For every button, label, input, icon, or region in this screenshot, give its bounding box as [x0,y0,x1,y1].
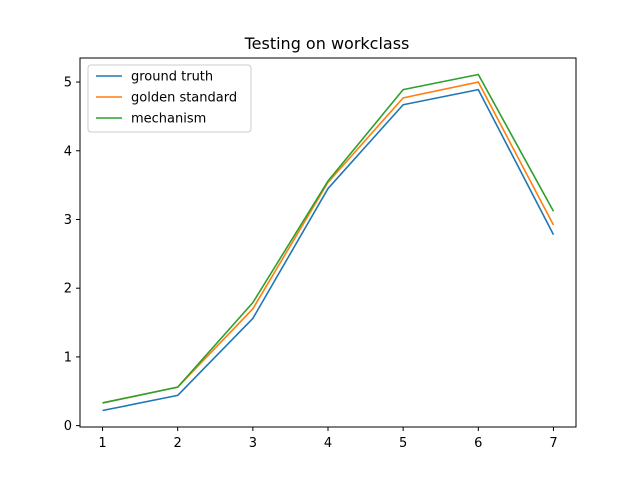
legend: ground truth golden standard mechanism [87,64,252,133]
x-tick-label: 4 [324,436,332,451]
x-axis: 1 2 3 4 5 6 7 [98,427,558,451]
y-tick-label: 4 [64,144,72,159]
series-line-mechanism [102,73,555,404]
x-tick-label: 3 [249,436,257,451]
y-tick-label: 5 [64,76,72,91]
legend-label-ground-truth: ground truth [131,70,213,85]
x-tick-label: 2 [174,436,182,451]
y-tick-label: 1 [64,350,72,365]
x-tick-label: 1 [98,436,106,451]
y-tick-label: 2 [64,282,72,297]
y-tick-label: 0 [64,419,72,434]
x-tick-label: 6 [474,436,482,451]
chart-title: Testing on workclass [244,34,410,53]
x-tick-label: 7 [549,436,557,451]
x-tick-label: 5 [399,436,407,451]
legend-label-golden-standard: golden standard [131,91,237,106]
legend-frame [87,64,252,133]
series-line-ground-truth [102,88,555,412]
series-group [102,73,555,412]
y-tick-label: 3 [64,213,72,228]
y-axis: 0 1 2 3 4 5 [64,76,80,434]
legend-label-mechanism: mechanism [131,112,206,127]
